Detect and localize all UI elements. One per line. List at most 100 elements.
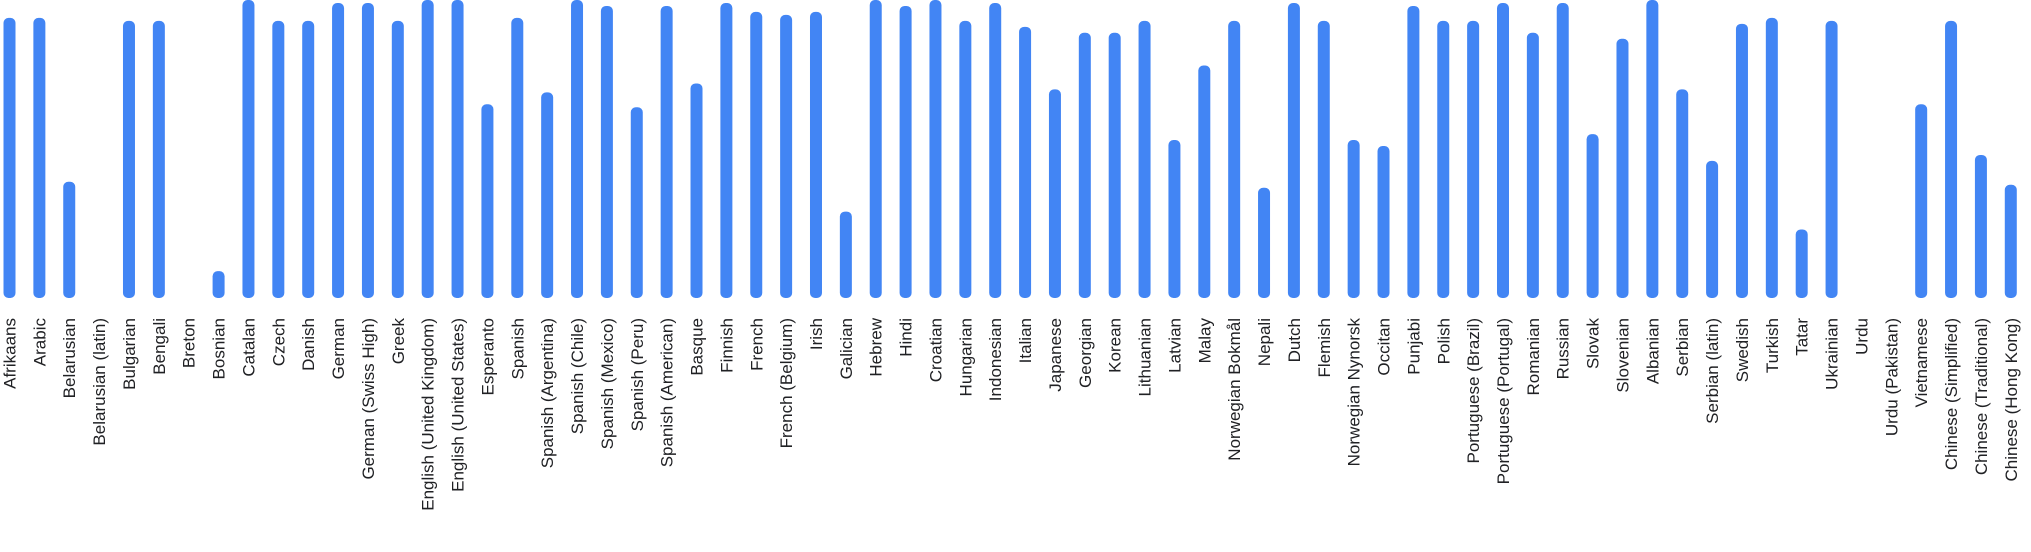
category-label: Albanian bbox=[1643, 318, 1662, 384]
bar-29 bbox=[869, 0, 882, 298]
category-label: English (United States) bbox=[449, 318, 468, 492]
bar-54 bbox=[1616, 38, 1629, 299]
bars-group bbox=[3, 0, 2017, 299]
bar-40 bbox=[1198, 65, 1211, 298]
bar-51 bbox=[1526, 32, 1539, 298]
category-label: Afrikaans bbox=[1, 318, 20, 389]
category-label: Flemish bbox=[1315, 318, 1334, 378]
category-label: Croatian bbox=[926, 318, 945, 382]
category-label: Hebrew bbox=[867, 317, 886, 376]
bar-26 bbox=[780, 14, 793, 299]
bar-23 bbox=[690, 83, 703, 298]
category-label: Hungarian bbox=[956, 318, 975, 396]
category-label: Danish bbox=[299, 318, 318, 371]
category-label: Lithuanian bbox=[1136, 318, 1155, 396]
bar-4 bbox=[122, 20, 135, 299]
bar-24 bbox=[720, 2, 733, 298]
category-label: Arabic bbox=[30, 318, 49, 367]
bar-12 bbox=[361, 2, 374, 298]
bar-1 bbox=[33, 17, 46, 298]
category-label: Slovak bbox=[1584, 318, 1603, 370]
category-label: Finnish bbox=[717, 318, 736, 373]
category-label: Chinese (Hong Kong) bbox=[2002, 318, 2021, 481]
category-label: Spanish (Argentina) bbox=[538, 318, 557, 468]
bar-27 bbox=[809, 11, 822, 298]
category-label: Spanish (Mexico) bbox=[598, 318, 617, 449]
bar-17 bbox=[511, 17, 524, 298]
bar-46 bbox=[1377, 146, 1390, 298]
bar-47 bbox=[1407, 5, 1420, 299]
bar-48 bbox=[1437, 20, 1450, 299]
bar-50 bbox=[1497, 2, 1509, 298]
bar-65 bbox=[1945, 20, 1958, 299]
category-label: Spanish (American) bbox=[658, 318, 677, 467]
bar-39 bbox=[1168, 140, 1181, 298]
bar-56 bbox=[1676, 89, 1689, 299]
bar-44 bbox=[1317, 20, 1330, 299]
category-label: Tatar bbox=[1793, 318, 1812, 356]
bar-8 bbox=[242, 0, 255, 298]
bar-61 bbox=[1825, 20, 1838, 299]
bar-53 bbox=[1586, 134, 1599, 298]
bar-36 bbox=[1078, 32, 1091, 298]
category-label: Polish bbox=[1434, 318, 1453, 364]
category-label: Ukrainian bbox=[1823, 318, 1842, 390]
bar-33 bbox=[989, 2, 1002, 298]
category-labels-group: Afrikaans Arabic Belarusian Belarusian (lat… bbox=[1, 317, 2021, 510]
bar-20 bbox=[600, 5, 613, 299]
category-label: Georgian bbox=[1076, 318, 1095, 388]
category-label: Chinese (Simplified) bbox=[1942, 318, 1961, 470]
category-label: Punjabi bbox=[1404, 318, 1423, 375]
category-label: Hindi bbox=[897, 318, 916, 357]
category-label: Bulgarian bbox=[120, 318, 139, 390]
category-label: Portuguese (Portugal) bbox=[1494, 318, 1513, 484]
bar-22 bbox=[660, 5, 673, 299]
category-label: Urdu bbox=[1852, 318, 1871, 355]
category-label: German (Swiss High) bbox=[359, 318, 378, 480]
category-label: Nepali bbox=[1255, 318, 1274, 366]
category-label: Norwegian Nynorsk bbox=[1345, 318, 1364, 467]
category-label: Occitan bbox=[1375, 318, 1394, 376]
category-label: Japanese bbox=[1046, 318, 1065, 392]
bar-45 bbox=[1347, 140, 1360, 298]
bar-66 bbox=[1974, 154, 1987, 298]
category-label: Latvian bbox=[1165, 318, 1184, 373]
category-label: Slovenian bbox=[1613, 318, 1632, 393]
category-label: Spanish (Chile) bbox=[568, 318, 587, 434]
category-label: English (United Kingdom) bbox=[419, 318, 438, 511]
category-label: Turkish bbox=[1763, 318, 1782, 373]
category-label: Esperanto bbox=[478, 318, 497, 396]
category-label: Korean bbox=[1106, 318, 1125, 373]
bar-19 bbox=[571, 0, 584, 298]
category-label: Bengali bbox=[150, 318, 169, 375]
bar-38 bbox=[1138, 20, 1151, 299]
bar-2 bbox=[63, 181, 76, 298]
bar-41 bbox=[1228, 20, 1241, 299]
bar-52 bbox=[1556, 2, 1569, 298]
category-label: Galician bbox=[837, 318, 856, 379]
category-label: Catalan bbox=[239, 318, 258, 377]
bar-42 bbox=[1258, 187, 1271, 298]
bar-55 bbox=[1646, 0, 1659, 298]
category-label: Italian bbox=[1016, 318, 1035, 363]
bar-28 bbox=[839, 211, 852, 298]
bar-18 bbox=[541, 92, 554, 298]
bar-14 bbox=[421, 0, 434, 298]
bar-30 bbox=[899, 5, 912, 299]
category-label: Spanish (Peru) bbox=[628, 318, 647, 431]
bar-34 bbox=[1019, 26, 1032, 298]
category-label: Spanish bbox=[508, 318, 527, 379]
category-label: Urdu (Pakistan) bbox=[1882, 318, 1901, 436]
category-label: Czech bbox=[269, 318, 288, 366]
category-label: Breton bbox=[180, 318, 199, 368]
category-label: Malay bbox=[1195, 318, 1214, 364]
category-label: Indonesian bbox=[986, 318, 1005, 401]
category-label: Greek bbox=[389, 318, 408, 365]
category-label: Portuguese (Brazil) bbox=[1464, 318, 1483, 464]
category-label: Russian bbox=[1554, 318, 1573, 379]
bar-0 bbox=[3, 17, 16, 298]
category-label: Bosnian bbox=[210, 318, 229, 379]
category-label: Swedish bbox=[1733, 318, 1752, 382]
bar-13 bbox=[391, 20, 404, 299]
